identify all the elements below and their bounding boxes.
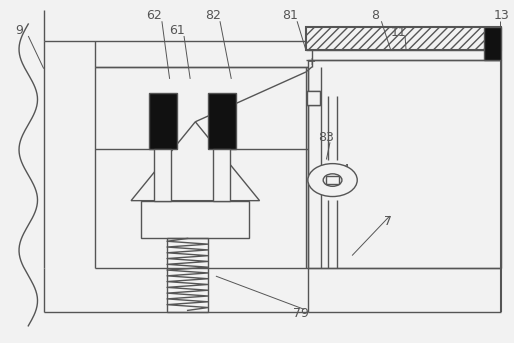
- Circle shape: [323, 174, 342, 186]
- Text: 83: 83: [319, 131, 334, 144]
- Bar: [484, 27, 501, 60]
- Text: 82: 82: [206, 9, 221, 22]
- Bar: [167, 238, 208, 312]
- Bar: [141, 201, 249, 238]
- Text: 13: 13: [493, 9, 509, 22]
- Text: +: +: [307, 57, 316, 67]
- Bar: [326, 176, 339, 185]
- Bar: [149, 93, 177, 149]
- Bar: [154, 149, 171, 201]
- Bar: [208, 93, 236, 149]
- Text: 7: 7: [384, 215, 392, 228]
- Polygon shape: [131, 122, 260, 201]
- Text: 79: 79: [293, 307, 308, 320]
- Text: 62: 62: [146, 9, 162, 22]
- Circle shape: [308, 164, 357, 197]
- Text: 8: 8: [371, 9, 379, 22]
- Text: 9: 9: [15, 24, 24, 37]
- Text: 11: 11: [391, 26, 406, 39]
- Bar: [308, 60, 501, 268]
- Bar: [306, 27, 501, 50]
- Text: 81: 81: [283, 9, 298, 22]
- Bar: [307, 91, 320, 105]
- Text: 61: 61: [170, 24, 185, 37]
- Text: 84: 84: [334, 163, 350, 176]
- Bar: [213, 149, 230, 201]
